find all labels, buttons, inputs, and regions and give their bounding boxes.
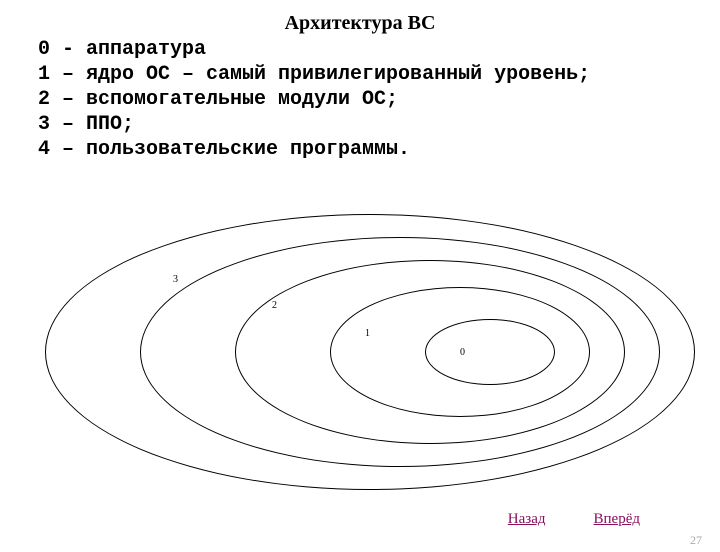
ring-label: 1 (365, 328, 370, 339)
back-link[interactable]: Назад (508, 511, 546, 528)
forward-link[interactable]: Вперёд (594, 511, 640, 528)
list-item: 3 – ППО; (38, 112, 690, 137)
page-number: 27 (690, 533, 702, 548)
ring-label: 2 (272, 300, 277, 311)
ring-label: 0 (460, 347, 465, 358)
nested-ellipse-diagram: 3 2 1 0 (0, 212, 720, 492)
definition-list: 0 - аппаратура 1 – ядро ОС – самый приви… (0, 37, 720, 162)
list-item: 4 – пользовательские программы. (38, 137, 690, 162)
list-item: 2 – вспомогательные модули ОС; (38, 87, 690, 112)
list-item: 0 - аппаратура (38, 37, 690, 62)
ring-ellipse (425, 319, 555, 385)
list-item: 1 – ядро ОС – самый привилегированный ур… (38, 62, 690, 87)
page-title: Архитектура ВС (0, 12, 720, 35)
nav-links: Назад Вперёд (508, 511, 640, 528)
ring-label: 3 (173, 274, 178, 285)
